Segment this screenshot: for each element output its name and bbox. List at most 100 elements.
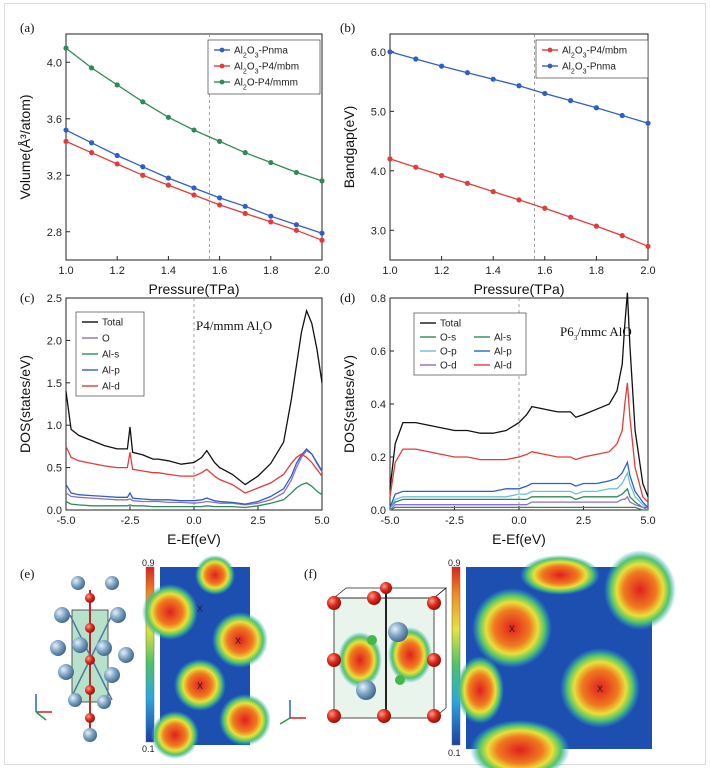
y-tick-label: 0.0 (371, 505, 386, 517)
panel-c-dos-chart: (c) -5.0 -2.5 0.0 2.5 5.0 0.0 0.5 1.0 1.5 2.0 2.5 E-… (17, 290, 330, 547)
data-point (619, 233, 625, 239)
y-tick-label: 2.8 (47, 227, 62, 239)
panel-d-x-axis-label: E-Ef(eV) (492, 531, 546, 547)
series-line-o-s (389, 506, 648, 511)
panel-e-structure-and-elf: (e) (20, 555, 271, 759)
data-point (413, 56, 419, 62)
data-point (63, 45, 69, 51)
panel-a-legend: Al2O3-Pnma Al2O3-P4/mbm Al2O-P4/mmm (207, 39, 321, 95)
data-point (165, 182, 171, 188)
y-tick-label: 1.5 (47, 378, 62, 390)
panel-a-x-axis-label: Pressure(TPa) (148, 281, 239, 297)
data-point (114, 161, 120, 167)
y-tick-label: 2.0 (47, 335, 62, 347)
y-tick-label: 1.0 (47, 420, 62, 432)
panel-f-colorbar-min: 0.1 (448, 748, 461, 758)
y-tick-label: 0.6 (371, 346, 386, 358)
series-line-total (389, 292, 649, 498)
panel-a-plot-frame (65, 33, 323, 261)
data-point (516, 83, 522, 89)
legend-entry: Al2O3-Pnma (562, 62, 616, 76)
panel-e-elf-map: X X X (142, 555, 271, 759)
data-point (542, 90, 548, 97)
x-tick-label: 1.4 (486, 265, 501, 277)
x-tick-label: 2.0 (640, 265, 655, 277)
data-point (63, 127, 69, 133)
data-point (89, 65, 95, 71)
data-point (319, 230, 325, 236)
y-tick-label: 0.2 (371, 452, 386, 464)
legend-entry: O-p (440, 347, 457, 358)
data-point (191, 185, 197, 191)
panel-b-x-axis-label: Pressure(TPa) (473, 281, 564, 297)
panel-a-y-axis-label: Volume(Å³/atom) (17, 94, 33, 199)
panel-d-annotation: P63/mmc AlO (560, 324, 632, 342)
data-point (114, 82, 120, 88)
panel-e-x-marker: X (197, 681, 203, 691)
x-tick-label: 1.2 (434, 265, 449, 277)
legend-marker (219, 47, 225, 53)
x-tick-label: 1.0 (382, 265, 397, 277)
panel-c-label: (c) (20, 290, 34, 305)
data-point (387, 49, 393, 55)
x-tick-label: 1.8 (589, 265, 604, 277)
panel-e-x-marker: X (235, 636, 241, 646)
panel-c-legend: Total O Al-s Al-p Al-d (75, 311, 145, 397)
data-point (439, 172, 445, 179)
x-tick-label: 1.4 (161, 265, 176, 277)
panel-f-axis-triad (279, 700, 306, 725)
panel-b-label: (b) (340, 20, 355, 35)
series-line-al-d (65, 446, 323, 494)
legend-entry: Al2O3-P4/mbm (234, 62, 299, 76)
y-tick-label: 2.5 (47, 293, 62, 305)
data-point (140, 164, 146, 170)
x-tick-label: 5.0 (314, 515, 329, 527)
panel-e-axis-triad (35, 694, 52, 721)
series-line-al2o3-p4-mbm (389, 158, 649, 247)
data-point (645, 243, 651, 249)
data-point (568, 214, 574, 220)
y-tick-label: 3.6 (47, 114, 62, 126)
data-point (516, 197, 522, 203)
data-point (413, 164, 419, 170)
x-tick-label: 5.0 (640, 515, 655, 527)
data-point (89, 150, 95, 156)
data-point (140, 99, 146, 105)
data-point (191, 127, 197, 133)
legend-entry: Al2O3-P4/mbm (562, 46, 627, 60)
data-point (165, 114, 171, 120)
legend-entry: Al-p (494, 347, 512, 358)
legend-entry: Al-s (102, 350, 119, 361)
x-tick-label: 1.0 (58, 265, 73, 277)
data-point (63, 138, 69, 144)
data-point (268, 159, 274, 166)
legend-entry: O-s (440, 333, 456, 344)
y-tick-label: 0.8 (371, 293, 386, 305)
data-point (165, 175, 171, 181)
legend-entry: Al-p (102, 366, 120, 377)
panel-d-y-axis-label: DOS(states/eV) (341, 355, 357, 453)
panel-c-x-axis-label: E-Ef(eV) (167, 531, 221, 547)
series-line-o (65, 449, 323, 506)
x-tick-label: 2.5 (576, 515, 591, 527)
legend-entry: Al2O3-Pnma (234, 46, 288, 60)
panel-f-colorbar: 0.9 0.1 (448, 558, 461, 758)
data-point (268, 213, 274, 219)
x-tick-label: -5.0 (57, 515, 76, 527)
series-line-al-s (389, 487, 648, 509)
x-tick-label: 1.6 (537, 265, 552, 277)
panel-f-x-marker: X (597, 684, 603, 694)
data-point (242, 203, 248, 209)
series-line-total (65, 308, 323, 486)
panel-a-label: (a) (20, 20, 34, 35)
data-point (593, 105, 600, 111)
data-point (268, 219, 274, 225)
data-point (217, 138, 223, 144)
x-tick-label: 0.0 (186, 515, 201, 527)
data-point (293, 222, 299, 228)
y-tick-label: 3.0 (371, 225, 386, 237)
panel-f-colorbar-max: 0.9 (448, 558, 461, 568)
x-tick-label: 1.8 (263, 265, 278, 277)
legend-box (207, 39, 321, 95)
panel-f-structure-and-elf: (f) (279, 550, 676, 768)
